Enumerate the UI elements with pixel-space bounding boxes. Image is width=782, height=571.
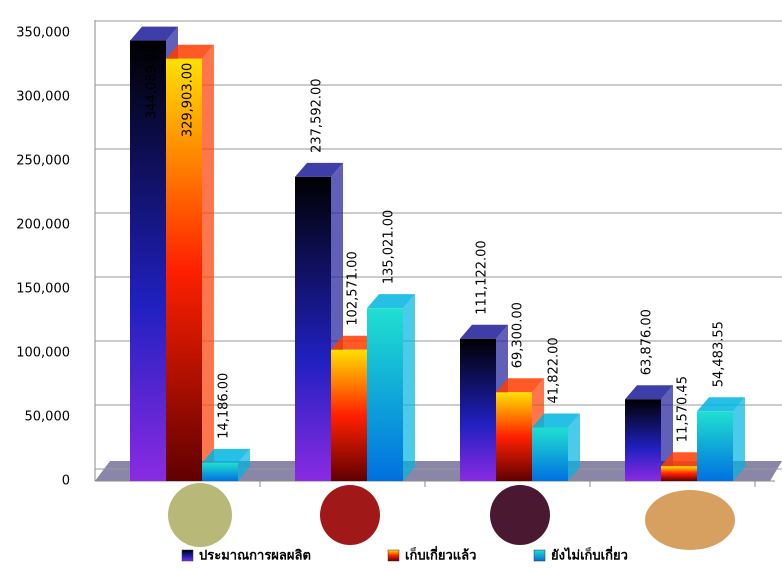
value-label: 54,483.55 xyxy=(712,321,727,387)
durian xyxy=(168,483,232,547)
bar xyxy=(202,448,250,481)
bar xyxy=(166,44,214,482)
bar-front xyxy=(367,308,403,481)
bar-top xyxy=(532,413,580,428)
y-tick-label: 100,000 xyxy=(16,346,70,361)
y-tick-label: 250,000 xyxy=(16,154,70,169)
bar-top xyxy=(625,385,673,400)
value-label: 329,903.00 xyxy=(181,63,196,137)
legend-swatch xyxy=(533,549,546,562)
legend-label: ประมาณการผลผลิต xyxy=(199,549,311,564)
bar xyxy=(697,397,745,481)
rambutan xyxy=(320,485,380,545)
bar-side xyxy=(403,294,415,481)
bar-top xyxy=(202,448,250,463)
bar-side xyxy=(568,413,580,481)
legend-label: เก็บเกี่ยวแล้ว xyxy=(405,546,476,564)
bar-front xyxy=(295,176,331,481)
bar-side xyxy=(202,44,214,482)
value-label: 11,570.45 xyxy=(676,376,691,442)
bar xyxy=(625,385,673,481)
bar-top xyxy=(166,44,214,59)
value-label: 14,186.00 xyxy=(217,373,232,439)
bar-top xyxy=(496,378,544,393)
y-tick-label: 200,000 xyxy=(16,218,70,233)
value-label: 344,089.00 xyxy=(145,45,160,119)
bar-front xyxy=(166,58,202,482)
fruit-images xyxy=(168,483,735,550)
legend-label: ยังไม่เก็บเกี่ยว xyxy=(551,546,628,564)
y-tick-label: 50,000 xyxy=(25,410,71,425)
value-label: 237,592.00 xyxy=(310,78,325,152)
bar-front xyxy=(532,427,568,481)
bar-front xyxy=(331,349,367,481)
bar-side xyxy=(733,397,745,481)
value-label: 111,122.00 xyxy=(475,240,490,314)
legend-swatch xyxy=(387,549,400,562)
value-label: 135,021.00 xyxy=(382,210,397,284)
value-label: 102,571.00 xyxy=(346,251,361,325)
y-tick-label: 0 xyxy=(62,474,70,489)
longan xyxy=(645,490,735,550)
bar-top xyxy=(367,294,415,309)
bar-front xyxy=(697,411,733,481)
bar-front xyxy=(130,40,166,482)
floor xyxy=(95,461,782,481)
bar-top xyxy=(697,397,745,412)
bar-top xyxy=(295,162,343,177)
y-tick-label: 150,000 xyxy=(16,282,70,297)
y-tick-label: 300,000 xyxy=(16,90,70,105)
y-tick-label: 350,000 xyxy=(16,26,70,41)
value-label: 63,876.00 xyxy=(640,309,655,375)
bar xyxy=(367,294,415,481)
value-label: 41,822.00 xyxy=(547,337,562,403)
bar-top xyxy=(460,324,508,339)
bar xyxy=(532,413,580,481)
bar-front xyxy=(496,392,532,481)
bar-front xyxy=(661,466,697,481)
value-label: 69,300.00 xyxy=(511,302,526,368)
mangosteen xyxy=(490,485,550,545)
bar-front xyxy=(460,338,496,481)
bar-top xyxy=(130,26,178,41)
legend-swatch xyxy=(181,549,194,562)
bar-side xyxy=(238,448,250,481)
bar-front xyxy=(202,462,238,481)
bar-front xyxy=(625,399,661,481)
